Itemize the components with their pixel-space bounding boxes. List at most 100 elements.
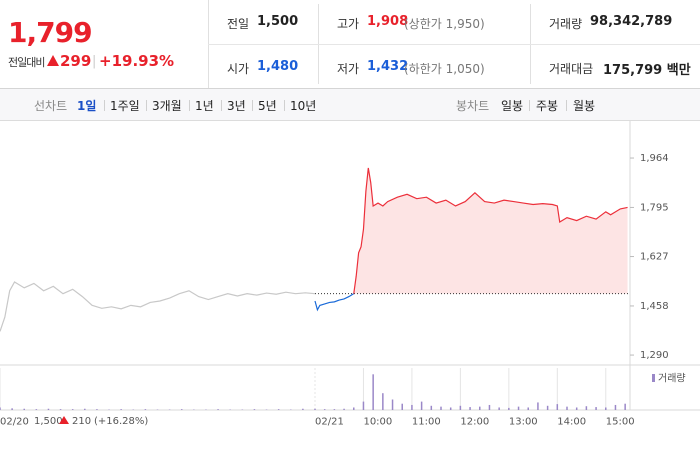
info-limit: (상한가 1,950) bbox=[404, 17, 485, 31]
period-tab[interactable]: 1년 bbox=[195, 99, 214, 113]
info-value: 1,908 bbox=[367, 14, 409, 29]
volume-bar bbox=[71, 409, 74, 410]
volume-bar bbox=[420, 401, 423, 410]
volume-bar bbox=[546, 405, 549, 410]
quote-header: 1,799 전일대비 299 | +19.93% 전일 1,500 고가 1,9… bbox=[0, 0, 700, 89]
x-tick-label: 11:00 bbox=[412, 417, 441, 428]
info-label: 고가 bbox=[337, 17, 360, 31]
candle-tab[interactable]: 월봉 bbox=[573, 99, 596, 113]
info-label: 거래량 bbox=[549, 17, 583, 31]
volume-bar bbox=[59, 409, 62, 410]
volume-bar bbox=[517, 406, 520, 410]
period-tab[interactable]: 3년 bbox=[227, 99, 246, 113]
change-label: 전일대비 bbox=[8, 56, 45, 69]
up-arrow bbox=[59, 416, 69, 424]
prev-change: 210 bbox=[72, 416, 91, 427]
change-rate: +19.93% bbox=[99, 52, 175, 70]
tab-group-label: 선차트 bbox=[34, 99, 68, 113]
volume-bar bbox=[302, 408, 304, 410]
change: 299 bbox=[60, 52, 92, 70]
divider bbox=[208, 44, 700, 45]
info-label: 저가 bbox=[337, 62, 360, 76]
volume-bar bbox=[537, 402, 539, 410]
tab-separator bbox=[189, 100, 190, 111]
info-value: 1,432 bbox=[367, 59, 409, 74]
volume-bar bbox=[180, 409, 183, 410]
tab-separator bbox=[529, 100, 530, 111]
legend-swatch bbox=[652, 374, 655, 382]
prev-rate: (+16.28%) bbox=[94, 416, 148, 427]
volume-bar bbox=[144, 409, 147, 410]
volume-bar bbox=[120, 409, 122, 410]
volume-bar bbox=[508, 407, 510, 410]
volume-bar bbox=[479, 406, 481, 410]
volume-bar bbox=[96, 409, 98, 410]
volume-bar bbox=[323, 409, 326, 410]
volume-bar bbox=[624, 403, 626, 410]
volume-bar bbox=[566, 406, 568, 410]
candle-tab[interactable]: 일봉 bbox=[501, 99, 524, 113]
x-tick-label: 13:00 bbox=[509, 417, 538, 428]
volume-bar bbox=[575, 407, 578, 410]
volume-bar bbox=[585, 406, 588, 410]
volume-bar bbox=[469, 407, 471, 410]
x-tick-label: 10:00 bbox=[363, 417, 392, 428]
prev-close: 1,500 bbox=[34, 416, 63, 427]
volume-bar bbox=[527, 407, 529, 410]
volume-bar bbox=[411, 404, 413, 410]
period-tab[interactable]: 5년 bbox=[258, 99, 277, 113]
volume-bar bbox=[353, 407, 355, 410]
volume-bar bbox=[47, 408, 50, 410]
volume-bar bbox=[401, 403, 403, 410]
tab-group-label: 봉차트 bbox=[456, 99, 490, 113]
candle-tab[interactable]: 주봉 bbox=[536, 99, 559, 113]
tab-separator bbox=[146, 100, 147, 111]
info-label: 시가 bbox=[227, 62, 250, 76]
info-limit: (하한가 1,050) bbox=[404, 62, 485, 76]
x-tick-label: 15:00 bbox=[606, 417, 635, 428]
volume-bar bbox=[362, 401, 365, 410]
tab-separator bbox=[104, 100, 105, 111]
volume-bar bbox=[430, 405, 433, 410]
volume-bar bbox=[595, 407, 597, 410]
volume-bar bbox=[488, 404, 491, 410]
volume-bar bbox=[333, 409, 336, 410]
period-tab[interactable]: 3개월 bbox=[152, 99, 182, 113]
volume-bar bbox=[498, 407, 500, 410]
tab-separator bbox=[284, 100, 285, 111]
price-line bbox=[0, 281, 316, 332]
volume-bar bbox=[277, 409, 280, 410]
volume-bar bbox=[372, 374, 374, 410]
price-line bbox=[353, 167, 628, 294]
volume-bar bbox=[343, 408, 345, 410]
period-tab[interactable]: 1주일 bbox=[110, 99, 140, 113]
volume-bar bbox=[614, 404, 617, 410]
info-value: 175,799 백만 bbox=[603, 63, 691, 78]
y-tick-label: 1,627 bbox=[640, 252, 669, 263]
volume-bar bbox=[0, 407, 1, 410]
tab-separator bbox=[252, 100, 253, 111]
divider: | bbox=[92, 54, 97, 69]
volume-bar bbox=[253, 409, 256, 410]
volume-bar bbox=[449, 407, 452, 410]
info-value: 1,480 bbox=[257, 59, 299, 74]
tab-separator bbox=[221, 100, 222, 111]
volume-bar bbox=[391, 399, 394, 410]
x-tick-label: 14:00 bbox=[557, 417, 586, 428]
volume-bar bbox=[440, 406, 442, 410]
tab-separator bbox=[566, 100, 567, 111]
volume-bar bbox=[382, 393, 384, 410]
price-line bbox=[314, 293, 355, 312]
legend-label: 거래량 bbox=[658, 373, 686, 385]
x-tick-label: 12:00 bbox=[460, 417, 489, 428]
x-tick-label: 02/21 bbox=[315, 417, 344, 428]
volume-bar bbox=[11, 408, 13, 410]
volume-bar bbox=[556, 404, 559, 410]
info-label: 전일 bbox=[227, 17, 250, 31]
period-tab[interactable]: 10년 bbox=[290, 99, 317, 113]
y-tick-label: 1,458 bbox=[640, 301, 669, 312]
period-tab[interactable]: 1일 bbox=[77, 99, 97, 113]
current-price: 1,799 bbox=[8, 16, 93, 49]
x-tick-label: 02/20 bbox=[0, 417, 29, 428]
